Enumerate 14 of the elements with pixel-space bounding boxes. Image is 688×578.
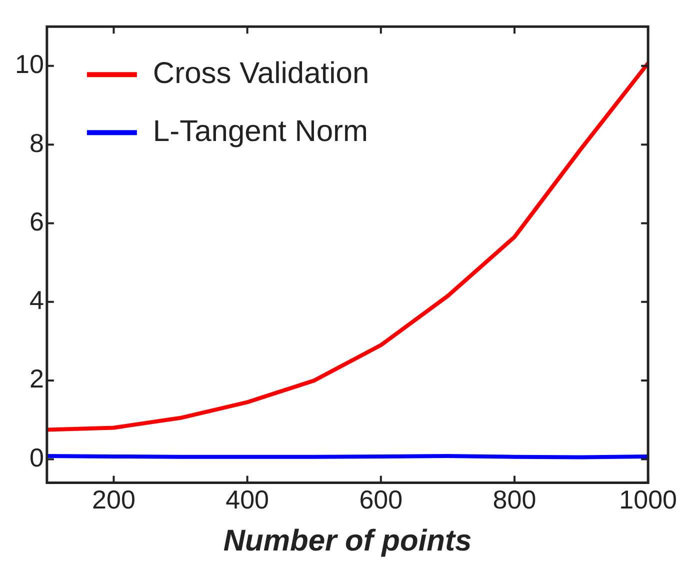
y-tick-label: 8 [29, 128, 44, 158]
legend-label: Cross Validation [152, 56, 370, 90]
x-tick-label: 1000 [619, 484, 677, 515]
y-tick-label: 6 [29, 206, 44, 236]
legend-label: L-Tangent Norm [152, 114, 368, 148]
y-tick-label: 0 [29, 442, 44, 472]
x-tick-label: 800 [492, 484, 536, 515]
x-tick-label: 200 [92, 484, 136, 515]
x-axis-title: Number of points [223, 524, 472, 558]
y-tick-label: 10 [15, 49, 44, 80]
y-tick-label: 4 [29, 285, 44, 316]
x-tick-label: 600 [359, 484, 403, 515]
x-tick-label: 400 [226, 484, 269, 515]
y-tick-label: 2 [29, 364, 44, 394]
